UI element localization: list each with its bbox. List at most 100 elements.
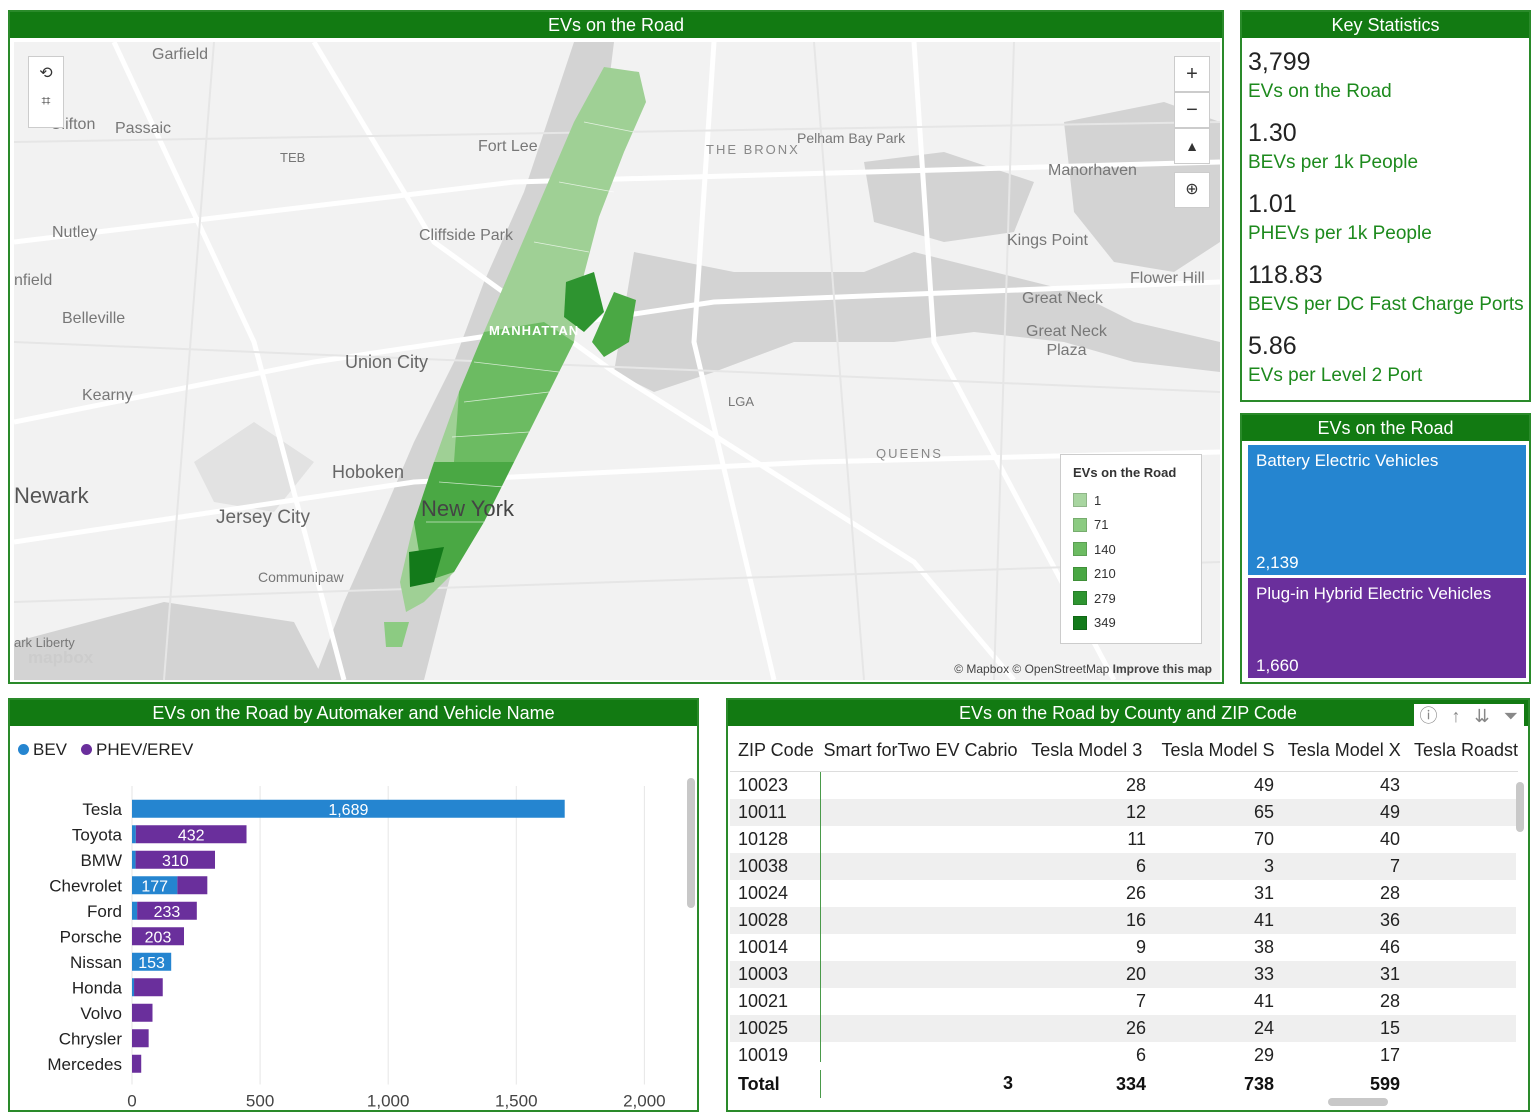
legend-item: 349: [1073, 611, 1189, 636]
table-cell: 9: [1135, 937, 1146, 957]
map-label-fairfield: nfield: [14, 272, 53, 289]
data-label: 1,689: [328, 802, 368, 819]
legend-bev-label: BEV: [33, 740, 68, 759]
table-cell: 49: [1253, 775, 1274, 795]
total-tesla-model-x: 599: [1369, 1073, 1400, 1094]
table-cell: [820, 826, 1019, 853]
bar-bev: [132, 901, 138, 920]
table-cell: [820, 880, 1019, 907]
treemap-bev-label: Battery Electric Vehicles: [1256, 451, 1439, 470]
table-cell: 10019: [738, 1045, 789, 1062]
table-horizontal-scrollbar[interactable]: [1328, 1098, 1388, 1106]
x-tick-label: 0: [127, 1092, 136, 1111]
col-tesla-roadster[interactable]: Tesla Roadst: [1413, 740, 1518, 760]
stat-bevs-per-1k: 1.30 BEVs per 1k People: [1242, 117, 1529, 177]
key-statistics-panel: Key Statistics 3,799 EVs on the Road 1.3…: [1240, 10, 1531, 402]
reset-view-icon[interactable]: ⟲: [39, 65, 53, 82]
bar-phev-erev: [177, 876, 208, 895]
legend-title: EVs on the Road: [1073, 465, 1177, 480]
legend-item-label: 1: [1094, 492, 1102, 508]
legend-item-bev[interactable]: BEV: [18, 740, 67, 760]
map-canvas[interactable]: Garfield Passaic Clifton TEB Fort Lee TH…: [14, 42, 1220, 680]
bar-phev-erev: [132, 1003, 153, 1022]
help-icon[interactable]: ⓘ: [1419, 706, 1438, 726]
treemap-phev-value: 1,660: [1256, 656, 1299, 675]
bar-phev-erev: [132, 1054, 142, 1073]
table-row[interactable]: 10038 6 3 7: [730, 853, 1516, 880]
category-label: BMW: [80, 851, 122, 870]
table-row[interactable]: 10028 16 41 36: [730, 907, 1516, 934]
bar-chart-plot: 0 500 1,000 1,500 2,000 Tesla 1,689 Toyota 432 BM…: [47, 786, 666, 1111]
search-location-button[interactable]: ⊕: [1174, 172, 1210, 208]
table-row[interactable]: 10021 7 41 28: [730, 988, 1516, 1015]
table-vertical-scrollbar[interactable]: [1516, 782, 1524, 832]
zoom-out-button[interactable]: −: [1174, 92, 1210, 128]
table-cell: 33: [1253, 964, 1274, 984]
total-tesla-model-s: 738: [1243, 1073, 1274, 1094]
zoom-in-button[interactable]: +: [1174, 56, 1210, 92]
table-cell: 26: [1125, 883, 1146, 903]
table-row[interactable]: 10024 26 31 28: [730, 880, 1516, 907]
bar-phev-erev: [137, 901, 197, 920]
table-body: 10023 28 49 43 10011 12 65 49 10128 11 70 40 10038 6 3…: [730, 772, 1516, 1062]
table-row[interactable]: 10014 9 38 46: [730, 934, 1516, 961]
bar-bev: [132, 850, 136, 869]
x-tick-label: 1,500: [495, 1092, 538, 1111]
table-cell: 31: [1253, 883, 1274, 903]
legend-item-phev[interactable]: PHEV/EREV: [81, 740, 193, 760]
table-cell: 10038: [738, 856, 789, 876]
map-label-belleville: Belleville: [62, 310, 126, 327]
map-label-kearny: Kearny: [82, 387, 133, 404]
table-row[interactable]: 10023 28 49 43: [730, 772, 1516, 799]
table-cell: [820, 1042, 1019, 1062]
legend-item-label: 279: [1094, 590, 1116, 606]
table-cell: 6: [1135, 1045, 1146, 1062]
legend-item: 279: [1073, 586, 1189, 611]
category-label: Nissan: [70, 953, 122, 972]
table-cell: 28: [1379, 991, 1400, 1011]
table-row[interactable]: 10003 20 33 31: [730, 961, 1516, 988]
table-row[interactable]: 10025 26 24 15: [730, 1015, 1516, 1042]
data-label: 233: [154, 904, 181, 921]
table-cell: 17: [1379, 1045, 1400, 1062]
mapbox-logo[interactable]: mapbox: [28, 648, 94, 667]
drill-up-icon[interactable]: ↑: [1451, 706, 1461, 726]
col-smart-fortwo[interactable]: Smart forTwo EV Cabrio: [823, 740, 1018, 760]
table-row[interactable]: 10019 6 29 17: [730, 1042, 1516, 1062]
table-header-row: ZIP Code Smart forTwo EV Cabrio Tesla Mo…: [730, 730, 1518, 772]
legend-swatch: [1073, 542, 1087, 557]
bev-dot-icon: [18, 744, 29, 755]
col-tesla-model-x[interactable]: Tesla Model X: [1287, 740, 1401, 760]
improve-map-link[interactable]: Improve this map: [1112, 662, 1212, 676]
stat-label: EVs on the Road: [1248, 81, 1392, 102]
map-background: [14, 42, 1220, 680]
table-cell: 70: [1253, 829, 1274, 849]
stats-list: 3,799 EVs on the Road 1.30 BEVs per 1k P…: [1242, 38, 1529, 390]
map-legend: EVs on the Road 1 71 140 210 279 349: [1060, 454, 1202, 644]
col-zip-code[interactable]: ZIP Code: [738, 740, 814, 760]
zip-code-table-panel: EVs on the Road by County and ZIP Code ⓘ…: [726, 698, 1530, 1112]
col-tesla-model-3[interactable]: Tesla Model 3: [1031, 740, 1143, 760]
col-tesla-model-s[interactable]: Tesla Model S: [1161, 740, 1275, 760]
x-tick-label: 500: [246, 1092, 274, 1111]
compass-button[interactable]: ▲: [1174, 128, 1210, 164]
table-cell: 6: [1135, 856, 1146, 876]
drill-down-icon[interactable]: ⇊: [1474, 706, 1490, 726]
lasso-select-icon[interactable]: ⌗: [41, 93, 51, 110]
bar-chart-scrollbar[interactable]: [687, 778, 695, 908]
table-cell: 10021: [738, 991, 789, 1011]
table-row[interactable]: 10011 12 65 49: [730, 799, 1516, 826]
stat-evs-per-l2-port: 5.86 EVs per Level 2 Port: [1242, 330, 1529, 390]
filter-icon[interactable]: ⏷: [1503, 706, 1518, 726]
bar-phev-erev: [134, 978, 163, 997]
table-row[interactable]: 10128 11 70 40: [730, 826, 1516, 853]
table-cell: 38: [1253, 937, 1274, 957]
data-label: 203: [145, 929, 172, 946]
stat-phevs-per-1k: 1.01 PHEVs per 1k People: [1242, 188, 1529, 248]
attribution-text[interactable]: © Mapbox © OpenStreetMap: [954, 662, 1110, 676]
treemap-phev-tile[interactable]: Plug-in Hybrid Electric Vehicles 1,660: [1248, 578, 1526, 678]
map-label-hoboken: Hoboken: [332, 462, 405, 482]
map-label-pelham-bay-park: Pelham Bay Park: [797, 130, 906, 146]
stat-label: PHEVs per 1k People: [1248, 223, 1432, 244]
treemap-bev-tile[interactable]: Battery Electric Vehicles 2,139: [1248, 445, 1526, 575]
